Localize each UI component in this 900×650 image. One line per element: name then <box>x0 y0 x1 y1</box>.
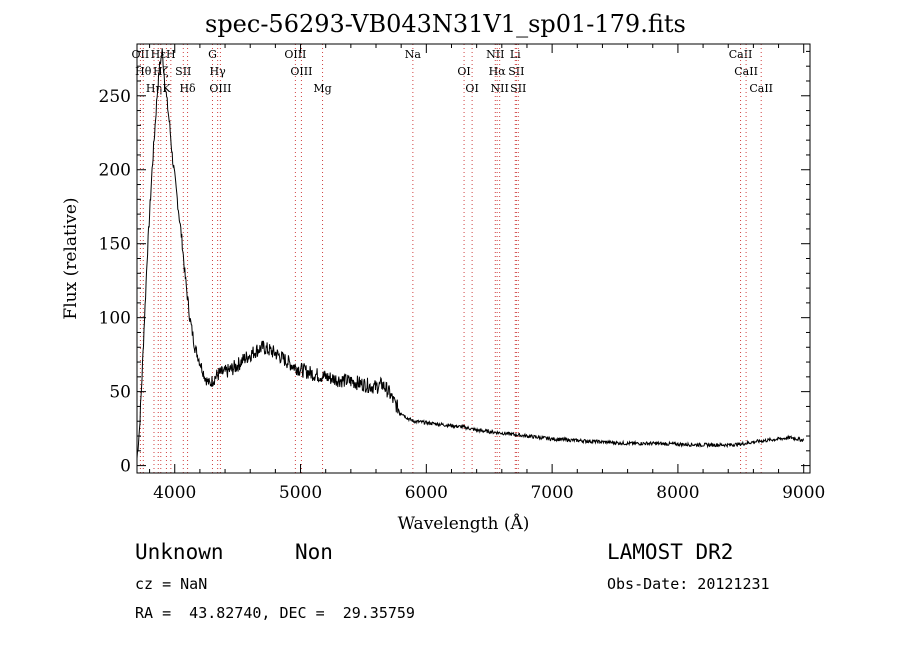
line-label-25: CaII <box>734 65 758 78</box>
x-tick-label: 7000 <box>530 483 573 503</box>
survey-name: LAMOST DR2 <box>607 540 734 564</box>
x-tick-label: 4000 <box>153 483 196 503</box>
y-tick-label: 100 <box>99 309 131 329</box>
line-label-16: OI <box>457 65 470 78</box>
redshift-cz: cz = NaN <box>135 575 208 593</box>
line-label-5: K <box>162 82 171 95</box>
line-label-12: OIII <box>284 48 306 61</box>
line-label-3: Hε <box>151 48 167 61</box>
object-subclass: Non <box>295 540 333 564</box>
line-label-9: G <box>208 48 217 61</box>
line-label-13: OIII <box>290 65 312 78</box>
line-label-18: NII <box>486 48 504 61</box>
line-label-19: Hα <box>489 65 507 78</box>
line-label-1: Hθ <box>135 65 152 78</box>
ra-dec: RA = 43.82740, DEC = 29.35759 <box>135 604 415 622</box>
line-label-23: SII <box>510 82 526 95</box>
line-label-22: SII <box>508 65 524 78</box>
line-label-24: CaII <box>729 48 753 61</box>
line-label-11: OIII <box>209 82 231 95</box>
line-label-14: Mg <box>313 82 331 95</box>
line-label-10: Hγ <box>210 65 227 78</box>
y-axis-label: Flux (relative) <box>61 197 81 319</box>
line-label-20: NII <box>491 82 509 95</box>
line-label-0: OII <box>132 48 150 61</box>
y-tick-label: 150 <box>99 235 131 255</box>
x-tick-label: 5000 <box>279 483 322 503</box>
y-tick-label: 250 <box>99 87 131 107</box>
y-tick-label: 0 <box>120 457 131 477</box>
line-label-4: Hζ <box>153 65 169 78</box>
plot-frame <box>136 43 811 474</box>
line-label-26: CaII <box>749 82 773 95</box>
line-label-6: H <box>166 48 176 61</box>
line-label-21: Li <box>510 48 521 61</box>
y-tick-label: 50 <box>109 383 131 403</box>
line-label-17: OI <box>465 82 478 95</box>
line-label-15: Na <box>405 48 422 61</box>
chart-title: spec-56293-VB043N31V1_sp01-179.fits <box>205 10 686 38</box>
line-label-2: Hη <box>146 82 162 95</box>
spectrum-line <box>136 48 805 459</box>
line-label-8: Hδ <box>179 82 196 95</box>
x-tick-label: 6000 <box>405 483 448 503</box>
x-tick-label: 9000 <box>782 483 825 503</box>
line-label-7: SII <box>175 65 191 78</box>
y-tick-label: 200 <box>99 161 131 181</box>
obs-date: Obs-Date: 20121231 <box>607 575 770 593</box>
object-class: Unknown <box>135 540 224 564</box>
x-tick-label: 8000 <box>656 483 699 503</box>
x-axis-label: Wavelength (Å) <box>398 513 530 534</box>
